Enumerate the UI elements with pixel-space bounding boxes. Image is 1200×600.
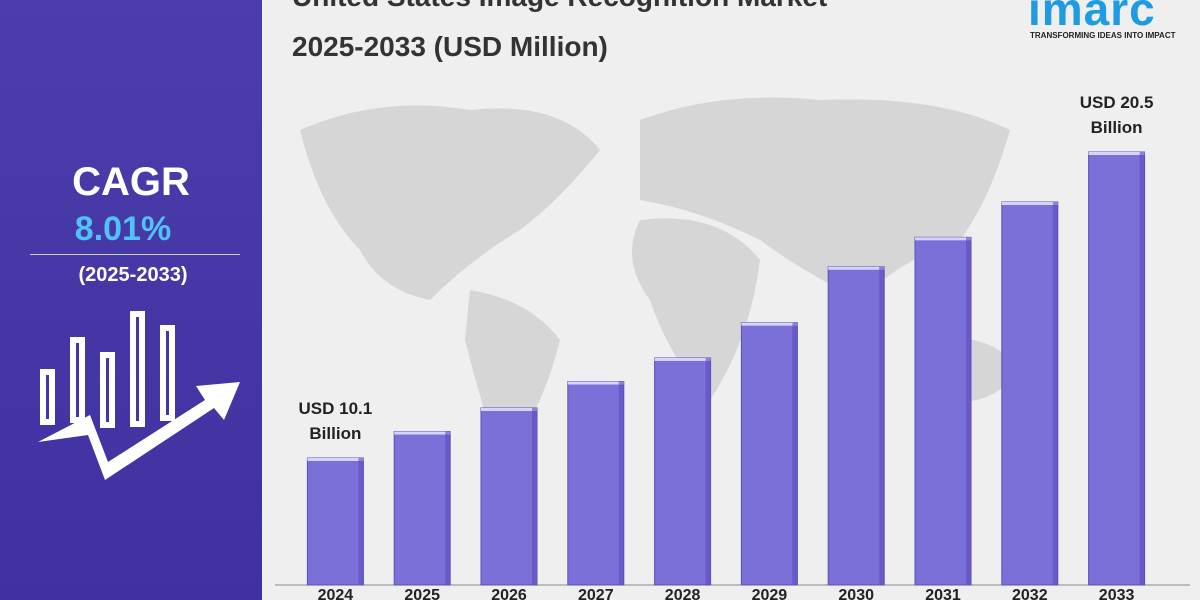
cagr-label: CAGR — [72, 160, 190, 204]
bar-top — [481, 407, 537, 411]
logo-tagline: TRANSFORMING IDEAS INTO IMPACT — [1030, 31, 1176, 40]
x-tick-label: 2032 — [1012, 587, 1048, 600]
bar-top — [1088, 152, 1145, 155]
x-tick-label: 2024 — [318, 587, 354, 600]
bar — [654, 357, 712, 586]
chart-title: 2025-2033 (USD Million) — [292, 31, 608, 62]
bar — [914, 236, 972, 586]
logo: imarc — [1028, 0, 1156, 35]
bar — [393, 431, 451, 586]
side-panel: CAGR 8.01% (2025-2033) — [0, 0, 262, 600]
bar — [567, 381, 625, 586]
bar — [480, 407, 538, 586]
growth-icon — [38, 311, 240, 480]
bar-top — [828, 266, 885, 270]
bar-shade — [618, 381, 624, 585]
bar — [1001, 201, 1059, 586]
x-tick-label: 2025 — [404, 587, 440, 600]
bar — [740, 322, 798, 586]
bar-top — [567, 381, 624, 385]
bar-shade — [792, 322, 798, 585]
x-tick-label: 2029 — [752, 587, 788, 600]
x-tick-label: 2030 — [838, 587, 874, 600]
bar — [827, 266, 885, 586]
bar-shade — [1052, 202, 1058, 585]
bar-shade — [705, 357, 711, 585]
bar-top — [741, 322, 798, 326]
bar-top — [307, 458, 364, 461]
bar-shade — [532, 407, 537, 585]
bar-shade — [445, 431, 451, 585]
cagr-period: (2025-2033) — [78, 264, 188, 286]
bar-top — [394, 431, 451, 435]
bar-shade — [1139, 152, 1145, 585]
bar-top — [654, 357, 711, 361]
cagr-value: 8.01% — [74, 210, 172, 248]
bar-top — [915, 237, 971, 241]
bar — [306, 457, 364, 586]
bar-shade — [358, 458, 364, 585]
chart-title: United States Image Recognition Market — [292, 0, 827, 12]
value-label: USD 20.5 Billion — [1079, 93, 1154, 137]
bar-top — [1001, 202, 1058, 206]
x-tick-label: 2031 — [925, 587, 961, 600]
bar-shade — [966, 237, 971, 586]
value-label: USD 10.1 Billion — [298, 399, 373, 443]
x-tick-label: 2033 — [1099, 587, 1135, 600]
divider — [30, 254, 240, 255]
x-tick-label: 2027 — [578, 587, 614, 600]
x-tick-label: 2026 — [491, 587, 527, 600]
x-tick-label: 2028 — [665, 587, 701, 600]
bar-shade — [879, 266, 885, 585]
world-map — [300, 97, 1020, 460]
bar — [1088, 151, 1146, 586]
